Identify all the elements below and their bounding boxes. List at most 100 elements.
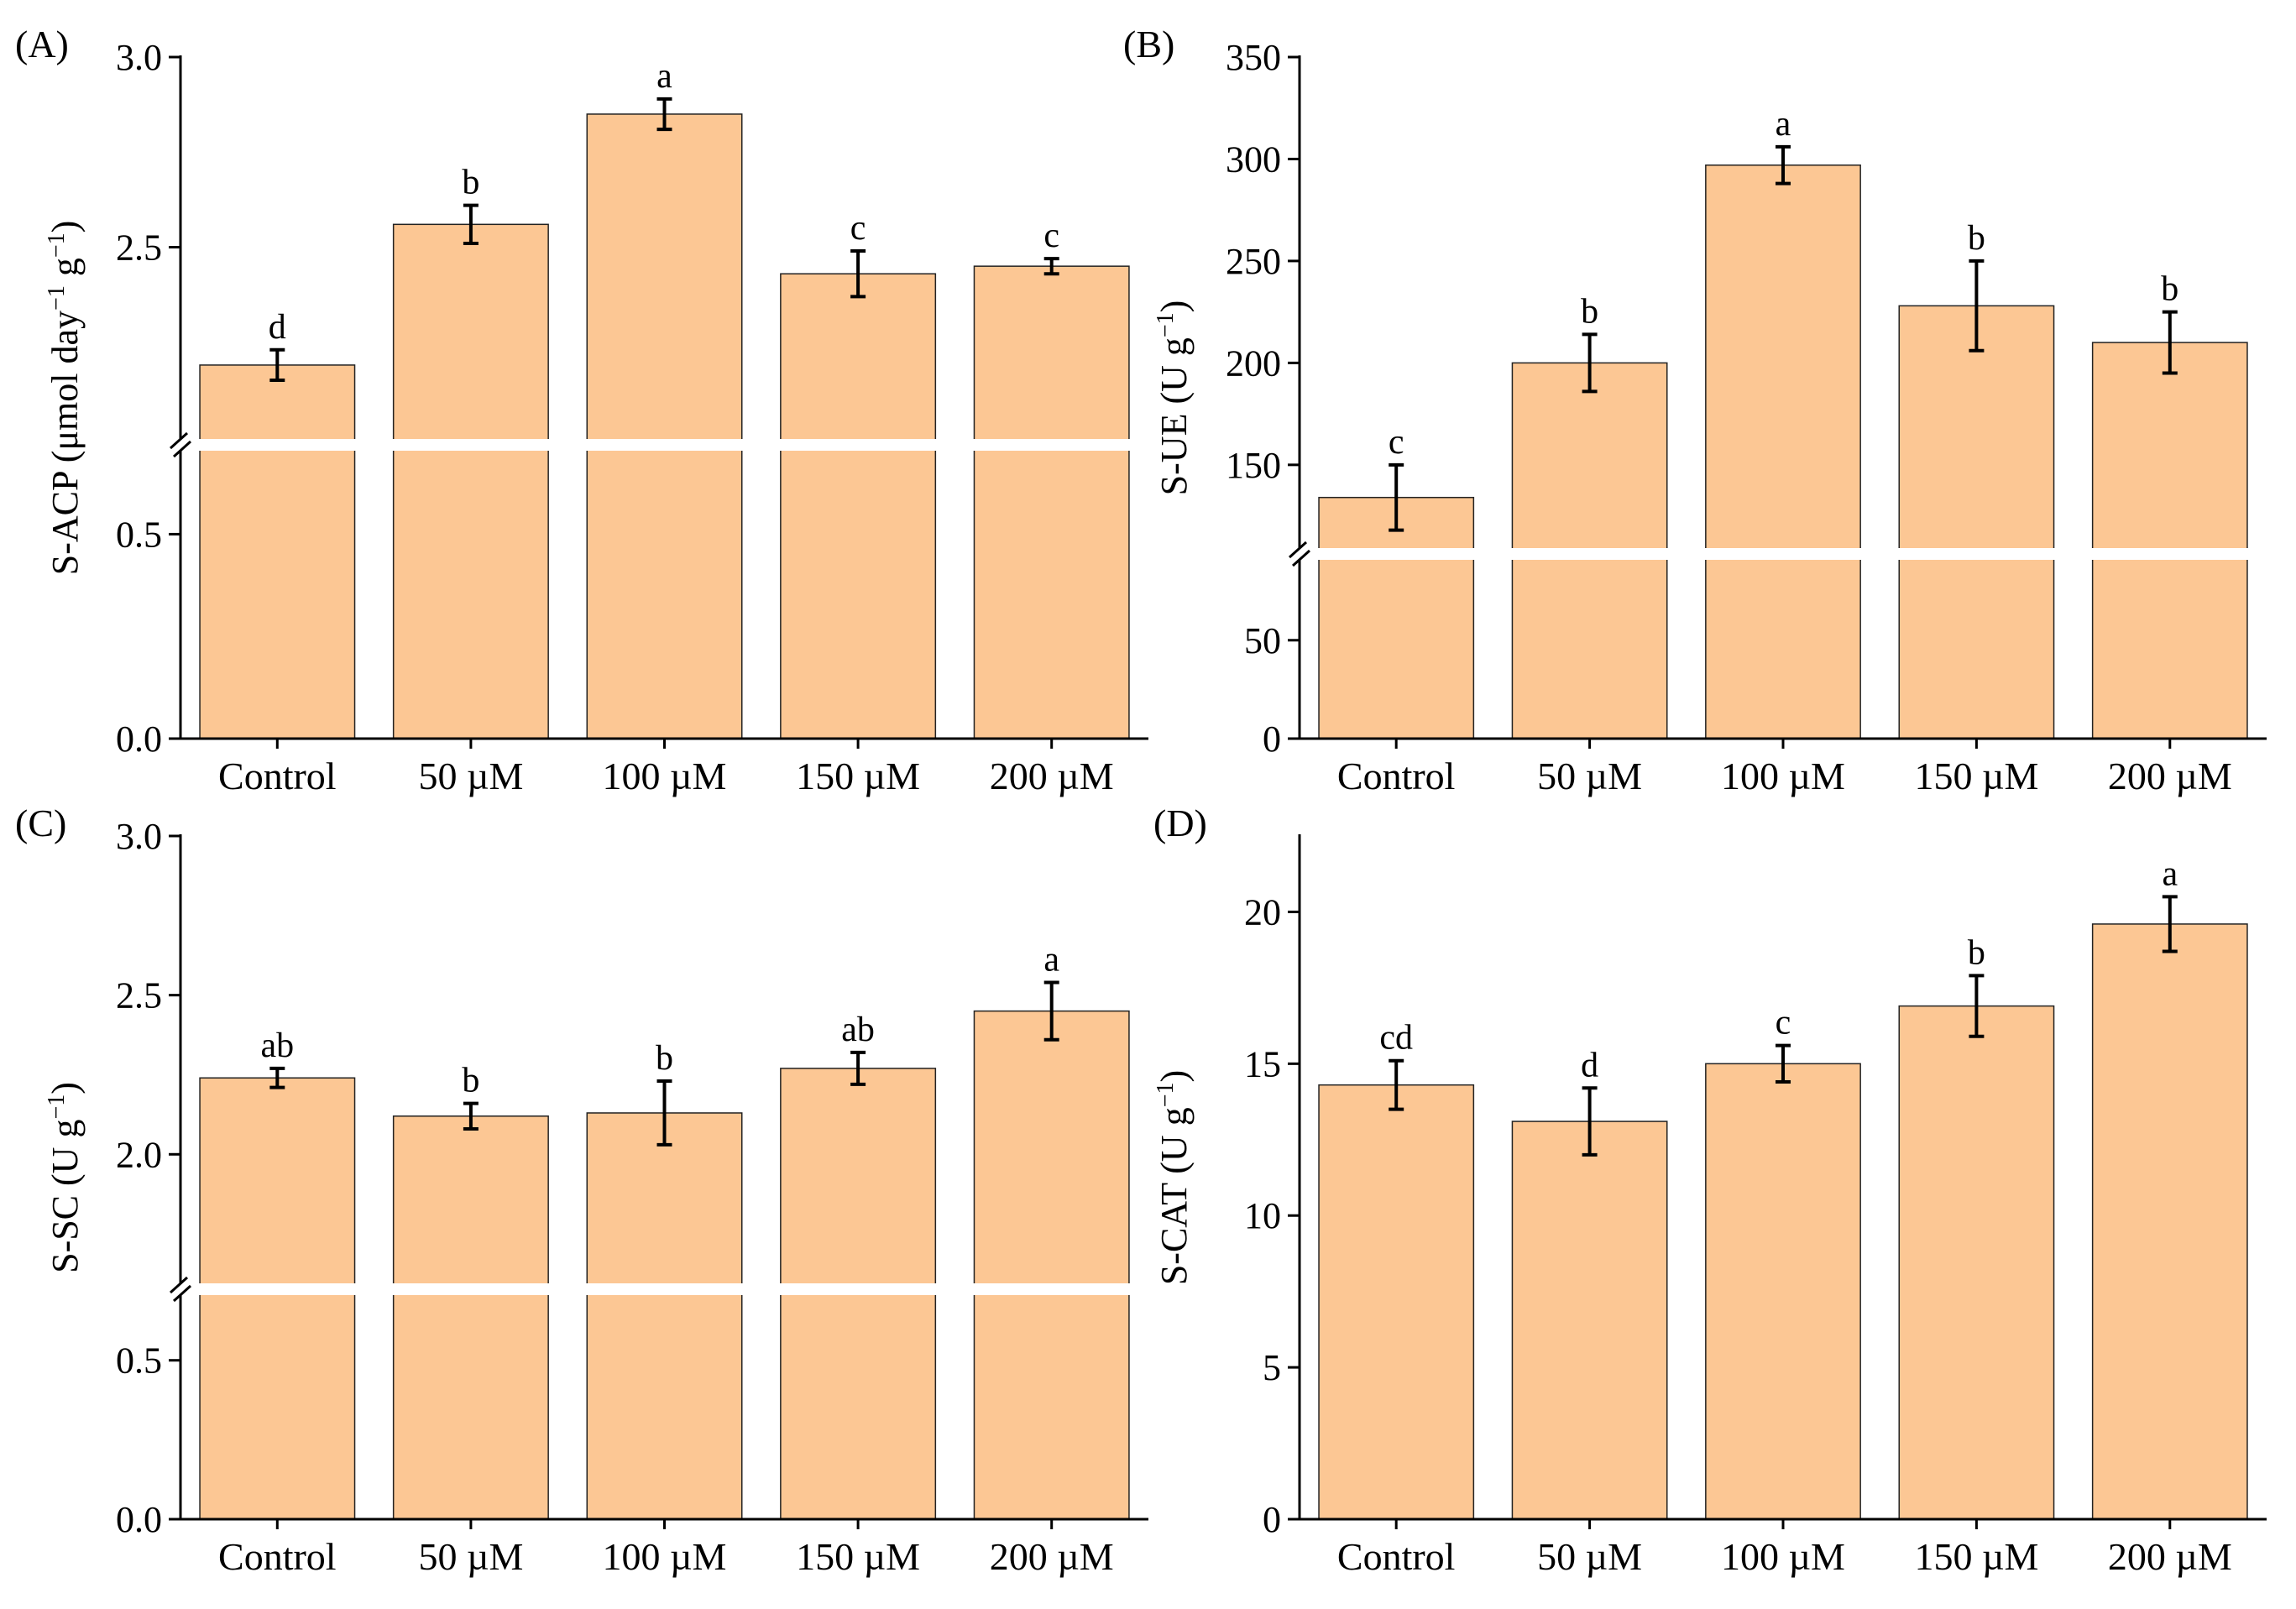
- x-tick-label-2: 50 µM: [418, 755, 523, 797]
- significance-letter-5: a: [2162, 854, 2178, 893]
- y-axis-title: S-ACP (μmol day−1 g−1): [44, 221, 86, 576]
- significance-letter-3: b: [656, 1039, 673, 1078]
- x-tick-label-3: 100 µM: [603, 1535, 727, 1578]
- y-tick-label-5: 3.0: [116, 816, 162, 857]
- bar-1: [199, 364, 356, 739]
- x-tick-label-5: 200 µM: [990, 1535, 1114, 1578]
- bar-3: [586, 1112, 743, 1520]
- bar-1: [1318, 496, 1475, 739]
- bar-4: [1898, 1005, 2055, 1520]
- significance-letter-1: c: [1389, 423, 1404, 462]
- axis-break-mark-top: [169, 1276, 189, 1294]
- y-tick-label-3: 10: [1244, 1195, 1281, 1236]
- x-tick-label-2: 50 µM: [1537, 755, 1642, 797]
- y-axis-break-gap: [1289, 548, 1310, 560]
- y-tick-label-5: 250: [1226, 241, 1281, 282]
- axis-break-mark-bottom: [172, 1284, 192, 1303]
- axis-break-mark-top: [1288, 541, 1308, 559]
- x-tick-label-4: 150 µM: [1914, 1535, 2038, 1578]
- x-tick-label-3: 100 µM: [1721, 1535, 1845, 1578]
- panel-label: (D): [1153, 802, 1207, 844]
- axis-break-band: [179, 439, 1150, 451]
- y-axis-title: S-SC (U g−1): [44, 1082, 86, 1273]
- significance-letter-2: d: [1581, 1046, 1598, 1084]
- significance-letter-1: cd: [1379, 1019, 1413, 1058]
- axis-break-band: [1298, 548, 2268, 560]
- y-tick-label-2: 5: [1263, 1347, 1281, 1388]
- bar-5: [973, 1010, 1130, 1520]
- panel-b: c b a b b 0 50 150 200 250 300 350 Control 50 µM 100 µ…: [1123, 23, 2268, 797]
- bar-5: [2091, 342, 2248, 739]
- x-tick-label-4: 150 µM: [796, 1535, 920, 1578]
- y-tick-label-1: 0: [1263, 718, 1281, 760]
- x-tick-label-1: Control: [218, 1535, 337, 1578]
- y-tick-label-2: 0.5: [116, 514, 162, 555]
- bar-3: [1705, 1063, 1861, 1520]
- panel-label: (A): [15, 23, 69, 65]
- y-tick-label-5: 20: [1244, 891, 1281, 932]
- significance-letter-5: b: [2161, 270, 2178, 309]
- x-tick-label-3: 100 µM: [603, 755, 727, 797]
- x-tick-label-4: 150 µM: [796, 755, 920, 797]
- y-tick-label-3: 2.0: [116, 1134, 162, 1175]
- y-tick-label-6: 300: [1226, 138, 1281, 180]
- y-tick-label-3: 150: [1226, 445, 1281, 486]
- x-tick-label-5: 200 µM: [990, 755, 1114, 797]
- bar-2: [1511, 1121, 1668, 1520]
- x-tick-label-1: Control: [1337, 1535, 1456, 1578]
- significance-letter-2: b: [462, 164, 479, 202]
- panel-label: (B): [1123, 23, 1174, 65]
- y-tick-label-3: 2.5: [116, 227, 162, 269]
- bar-2: [392, 223, 549, 739]
- y-tick-label-2: 50: [1244, 620, 1281, 661]
- significance-letter-4: b: [1968, 933, 1985, 972]
- panel-d: cd d c b a 0 5 10 15 20 Control 50 µM 100 µM 150 µM 20…: [1153, 802, 2267, 1578]
- y-tick-label-4: 3.0: [116, 37, 162, 78]
- bar-4: [780, 273, 937, 739]
- y-axis-break-gap: [170, 439, 191, 451]
- bar-2: [392, 1115, 549, 1520]
- y-axis-break-gap: [170, 1283, 191, 1295]
- bar-3: [586, 113, 743, 739]
- significance-letter-3: a: [1776, 105, 1791, 144]
- x-tick-label-5: 200 µM: [2108, 1535, 2232, 1578]
- axis-break-mark-bottom: [172, 440, 192, 458]
- y-tick-label-4: 2.5: [116, 975, 162, 1016]
- y-tick-label-7: 350: [1226, 37, 1281, 78]
- x-tick-label-2: 50 µM: [1537, 1535, 1642, 1578]
- panel-a: d b a c c 0.0 0.5 2.5 3.0 Control 50 µM 100 µM 150 µ…: [15, 23, 1150, 797]
- y-tick-label-4: 200: [1226, 342, 1281, 384]
- y-axis-title: S-CAT (U g−1): [1153, 1070, 1195, 1285]
- axis-break-mark-bottom: [1291, 549, 1311, 567]
- significance-letter-2: b: [1581, 292, 1598, 331]
- panel-label: (C): [15, 802, 66, 844]
- significance-letter-5: c: [1043, 217, 1059, 255]
- x-tick-label-2: 50 µM: [418, 1535, 523, 1578]
- axis-break-band: [179, 1283, 1150, 1295]
- y-axis-title: S-UE (U g−1): [1153, 300, 1195, 496]
- bar-5: [973, 265, 1130, 739]
- x-tick-label-1: Control: [218, 755, 337, 797]
- significance-letter-4: c: [850, 209, 866, 248]
- significance-letter-4: b: [1968, 219, 1985, 258]
- axis-break-mark-top: [169, 431, 189, 450]
- bar-4: [1898, 305, 2055, 739]
- y-tick-label-1: 0: [1263, 1499, 1281, 1540]
- y-tick-label-1: 0.0: [116, 1499, 162, 1540]
- bar-1: [1318, 1084, 1475, 1520]
- significance-letter-4: ab: [841, 1011, 875, 1049]
- significance-letter-5: a: [1043, 940, 1059, 979]
- y-tick-label-4: 15: [1244, 1043, 1281, 1084]
- x-tick-label-1: Control: [1337, 755, 1456, 797]
- bar-5: [2091, 923, 2248, 1520]
- panel-c: ab b b ab a 0.0 0.5 2.0 2.5 3.0 Control 50 µM 100 µM…: [15, 802, 1150, 1578]
- significance-letter-1: ab: [260, 1027, 294, 1065]
- bar-1: [199, 1077, 356, 1520]
- significance-letter-3: c: [1776, 1004, 1791, 1042]
- x-tick-label-5: 200 µM: [2108, 755, 2232, 797]
- significance-letter-1: d: [269, 308, 286, 347]
- x-tick-label-3: 100 µM: [1721, 755, 1845, 797]
- significance-letter-2: b: [462, 1062, 479, 1100]
- bar-3: [1705, 164, 1861, 739]
